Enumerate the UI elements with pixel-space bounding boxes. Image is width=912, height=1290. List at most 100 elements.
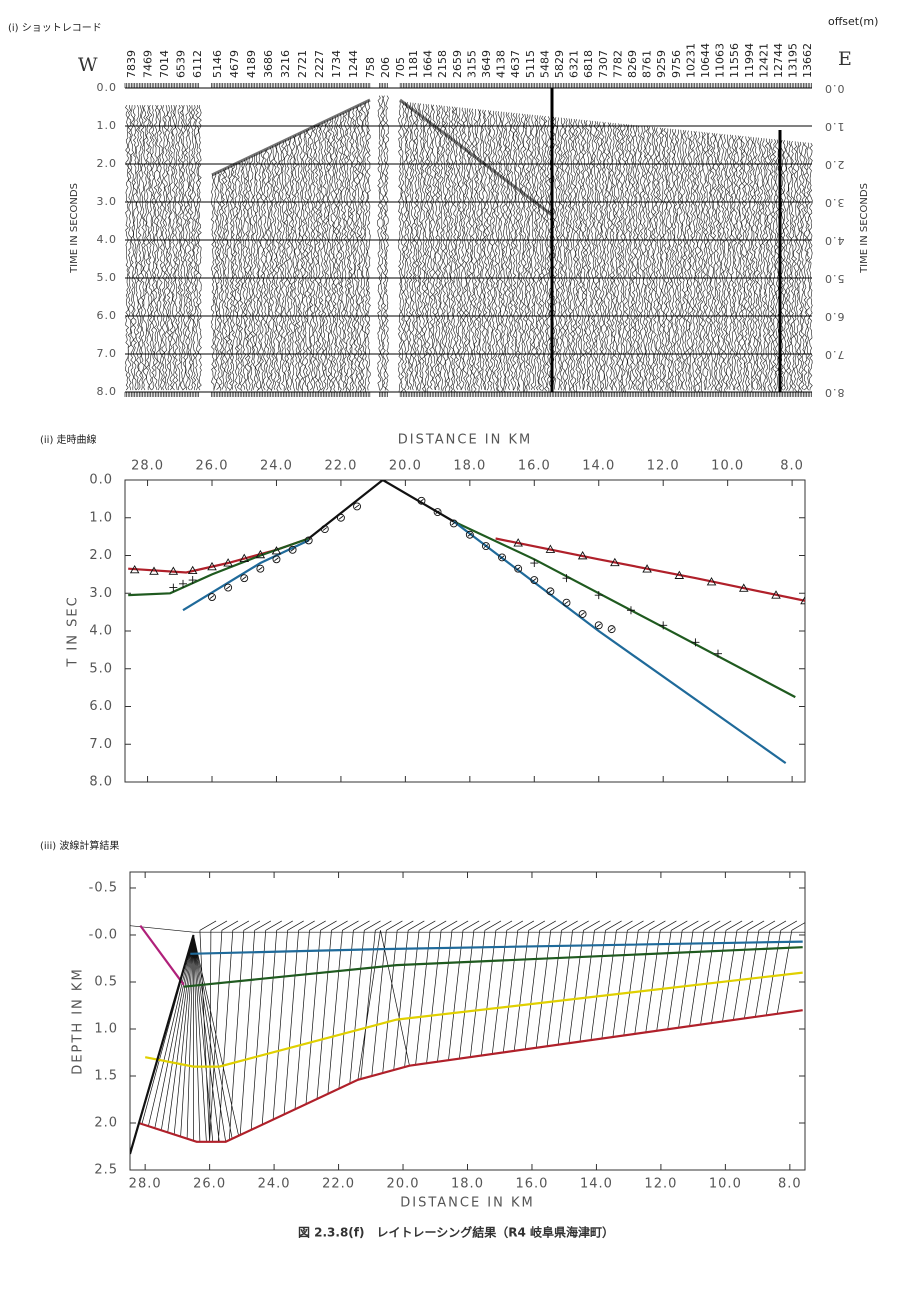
offset-label: 5829 bbox=[553, 50, 566, 78]
seismic-trace bbox=[509, 112, 514, 391]
panel-label: (iii) 波線計算結果 bbox=[40, 839, 119, 852]
seismic-trace bbox=[262, 149, 267, 390]
seismic-trace bbox=[411, 102, 416, 391]
marker bbox=[562, 574, 571, 583]
seismic-trace bbox=[530, 114, 535, 390]
seismic-trace bbox=[517, 113, 522, 392]
seismic-trace bbox=[242, 159, 247, 390]
west-label: W bbox=[78, 54, 98, 76]
offset-label: 13195 bbox=[787, 43, 800, 78]
seismic-trace bbox=[239, 160, 244, 392]
seismic-trace bbox=[400, 101, 405, 392]
marker bbox=[706, 577, 717, 586]
seismic-trace bbox=[608, 122, 613, 391]
seismic-trace bbox=[398, 101, 402, 392]
line bbox=[139, 924, 185, 986]
y-tick-label: 6.0 bbox=[89, 699, 113, 714]
seismic-trace bbox=[249, 155, 254, 392]
seismic-trace bbox=[483, 109, 488, 391]
seismic-trace bbox=[800, 142, 805, 390]
seismic-trace bbox=[140, 105, 145, 391]
seismic-trace bbox=[184, 105, 189, 391]
caption: 図 2.3.8(f) レイトレーシング結果（R4 岐阜県海津町） bbox=[298, 1225, 614, 1240]
seismic-trace bbox=[496, 111, 501, 392]
seismic-trace bbox=[153, 104, 158, 391]
seismic-trace bbox=[769, 138, 774, 392]
trace-ticks bbox=[124, 83, 812, 397]
seismic-trace bbox=[717, 133, 722, 392]
seismic-trace bbox=[221, 169, 226, 390]
offset-label: 6539 bbox=[175, 50, 188, 78]
seismic-trace bbox=[733, 135, 738, 391]
seismic-trace bbox=[665, 128, 670, 392]
seismic-trace bbox=[499, 111, 504, 392]
offset-label: 13662 bbox=[801, 43, 814, 78]
seismic-trace bbox=[668, 128, 673, 392]
seismic-trace bbox=[304, 130, 309, 391]
seismic-trace bbox=[457, 107, 462, 390]
seismic-trace bbox=[793, 141, 798, 392]
y-tick-label: 5.0 bbox=[89, 661, 113, 676]
seismic-trace bbox=[301, 131, 306, 392]
line bbox=[128, 537, 310, 597]
seismic-trace bbox=[652, 127, 657, 390]
seismic-trace bbox=[767, 138, 772, 392]
seismic-trace bbox=[270, 146, 275, 392]
marker bbox=[168, 566, 179, 575]
offset-label: 3155 bbox=[465, 50, 478, 78]
marker bbox=[208, 593, 216, 601]
seismic-trace bbox=[424, 103, 429, 392]
marker bbox=[320, 525, 329, 534]
y-tick-label: 3.0 bbox=[89, 586, 113, 601]
seismic-trace bbox=[761, 138, 767, 391]
x-tick-label: 8.0 bbox=[778, 1177, 802, 1192]
seismic-trace bbox=[465, 108, 470, 391]
seismic-trace bbox=[749, 136, 754, 392]
seismic-trace bbox=[707, 132, 712, 391]
y-tick-label: 4.0 bbox=[97, 233, 118, 246]
seismic-trace bbox=[330, 117, 335, 391]
plot-area bbox=[128, 480, 805, 764]
seismic-trace bbox=[541, 115, 546, 391]
y-tick-label: 2.0 bbox=[89, 548, 113, 563]
seismic-trace bbox=[723, 134, 727, 392]
y-axis-label: TIME IN SECONDS bbox=[859, 183, 870, 274]
marker bbox=[738, 583, 749, 592]
x-tick-label: 20.0 bbox=[389, 459, 422, 474]
seismic-trace bbox=[725, 134, 730, 390]
y-axis-label: T IN SEC bbox=[66, 595, 81, 667]
x-tick-label: 8.0 bbox=[780, 459, 804, 474]
seismic-trace bbox=[603, 122, 608, 390]
y-tick-label: 7.0 bbox=[97, 347, 118, 360]
seismic-trace bbox=[512, 112, 517, 391]
seismic-trace bbox=[577, 119, 582, 390]
seismic-trace bbox=[312, 126, 317, 392]
y-tick-label: 4.0 bbox=[824, 234, 845, 247]
offset-label: 9756 bbox=[670, 50, 683, 78]
seismic-trace bbox=[754, 137, 759, 391]
seismic-trace bbox=[164, 105, 168, 391]
marker bbox=[659, 621, 668, 630]
seismic-trace bbox=[463, 107, 467, 391]
marker bbox=[594, 621, 603, 630]
seismic-trace bbox=[556, 117, 561, 391]
seismic-trace bbox=[299, 132, 304, 391]
seismic-trace bbox=[244, 158, 249, 392]
seismic-trace bbox=[515, 113, 519, 391]
x-tick-label: 14.0 bbox=[580, 1177, 613, 1192]
seismic-trace bbox=[538, 115, 543, 391]
seismic-trace bbox=[751, 137, 756, 390]
seismic-trace bbox=[647, 126, 652, 392]
seismic-trace bbox=[504, 112, 509, 390]
marker bbox=[188, 576, 197, 585]
seismic-trace bbox=[197, 105, 202, 391]
seismic-trace bbox=[460, 107, 465, 391]
marker bbox=[691, 638, 700, 647]
x-tick-label: 22.0 bbox=[322, 1177, 355, 1192]
seismic-trace bbox=[702, 132, 707, 390]
seismic-trace bbox=[686, 130, 691, 391]
x-tick-label: 22.0 bbox=[324, 459, 357, 474]
line bbox=[183, 946, 803, 988]
seismic-trace bbox=[286, 138, 291, 392]
x-tick-label: 18.0 bbox=[453, 459, 486, 474]
